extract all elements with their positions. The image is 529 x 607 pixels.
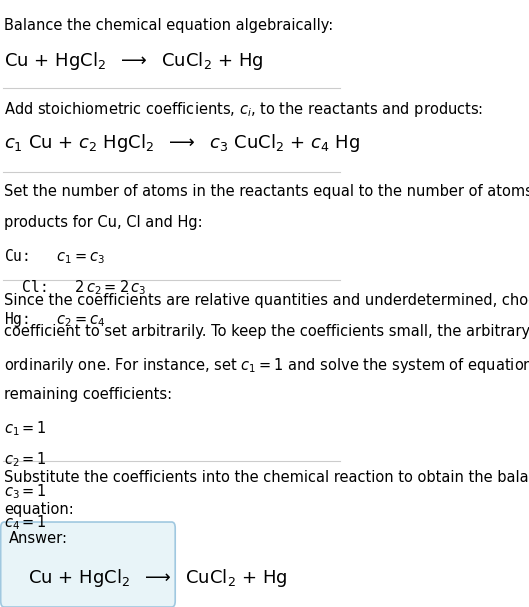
Text: products for Cu, Cl and Hg:: products for Cu, Cl and Hg:: [4, 215, 203, 231]
Text: Cu + HgCl$_2$  $\longrightarrow$  CuCl$_2$ + Hg: Cu + HgCl$_2$ $\longrightarrow$ CuCl$_2$…: [4, 50, 263, 72]
Text: Since the coefficients are relative quantities and underdetermined, choose a: Since the coefficients are relative quan…: [4, 293, 529, 308]
FancyBboxPatch shape: [1, 522, 175, 607]
Text: remaining coefficients:: remaining coefficients:: [4, 387, 172, 402]
Text: equation:: equation:: [4, 502, 74, 517]
Text: Cu + HgCl$_2$  $\longrightarrow$  CuCl$_2$ + Hg: Cu + HgCl$_2$ $\longrightarrow$ CuCl$_2$…: [28, 567, 288, 589]
Text: Substitute the coefficients into the chemical reaction to obtain the balanced: Substitute the coefficients into the che…: [4, 470, 529, 486]
Text: $c_4 = 1$: $c_4 = 1$: [4, 514, 47, 532]
Text: $c_1$ Cu + $c_2$ HgCl$_2$  $\longrightarrow$  $c_3$ CuCl$_2$ + $c_4$ Hg: $c_1$ Cu + $c_2$ HgCl$_2$ $\longrightarr…: [4, 132, 360, 154]
Text: Cl:   $2\,c_2 = 2\,c_3$: Cl: $2\,c_2 = 2\,c_3$: [4, 279, 147, 297]
Text: Hg:   $c_2 = c_4$: Hg: $c_2 = c_4$: [4, 310, 106, 329]
Text: Balance the chemical equation algebraically:: Balance the chemical equation algebraica…: [4, 18, 333, 33]
Text: Set the number of atoms in the reactants equal to the number of atoms in the: Set the number of atoms in the reactants…: [4, 184, 529, 199]
Text: $c_2 = 1$: $c_2 = 1$: [4, 450, 47, 469]
Text: $c_3 = 1$: $c_3 = 1$: [4, 482, 47, 501]
Text: coefficient to set arbitrarily. To keep the coefficients small, the arbitrary va: coefficient to set arbitrarily. To keep …: [4, 324, 529, 339]
Text: Add stoichiometric coefficients, $c_i$, to the reactants and products:: Add stoichiometric coefficients, $c_i$, …: [4, 100, 484, 119]
Text: $c_1 = 1$: $c_1 = 1$: [4, 419, 47, 438]
Text: Answer:: Answer:: [10, 531, 68, 546]
Text: ordinarily one. For instance, set $c_1 = 1$ and solve the system of equations fo: ordinarily one. For instance, set $c_1 =…: [4, 356, 529, 375]
Text: Cu:   $c_1 = c_3$: Cu: $c_1 = c_3$: [4, 247, 106, 266]
